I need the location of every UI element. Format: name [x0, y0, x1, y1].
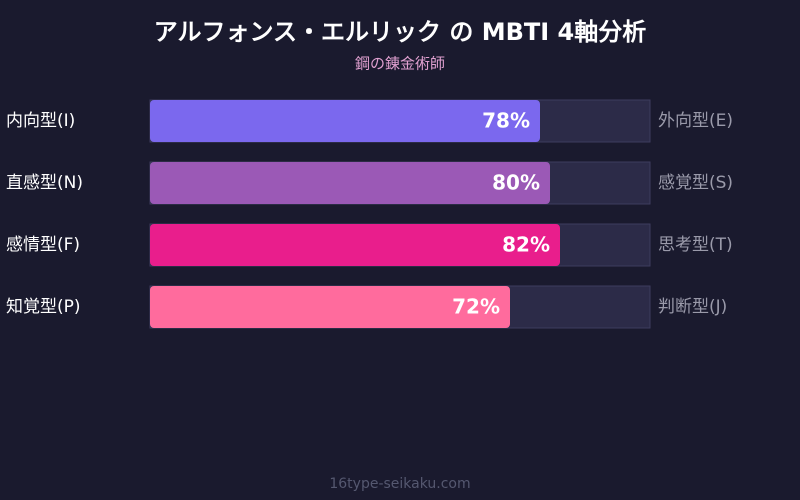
- category-label: 知覚型(P): [6, 297, 81, 317]
- value-label: 72%: [452, 295, 500, 319]
- value-label: 82%: [502, 233, 550, 257]
- category-label: 直感型(N): [6, 173, 83, 193]
- chart-subtitle: 鋼の錬金術師: [355, 55, 445, 73]
- value-label: 78%: [482, 109, 530, 133]
- bar: [150, 162, 550, 204]
- opposite-label: 判断型(J): [658, 297, 727, 317]
- value-label: 80%: [492, 171, 540, 195]
- chart-title: アルフォンス・エルリック の MBTI 4軸分析: [154, 18, 647, 46]
- category-label: 内向型(I): [6, 111, 75, 131]
- bar: [150, 100, 540, 142]
- category-label: 感情型(F): [6, 235, 80, 255]
- bar: [150, 224, 560, 266]
- opposite-label: 外向型(E): [658, 111, 733, 131]
- bar: [150, 286, 510, 328]
- opposite-label: 思考型(T): [658, 235, 733, 255]
- opposite-label: 感覚型(S): [658, 173, 733, 193]
- footer: 16type-seikaku.com: [329, 476, 470, 492]
